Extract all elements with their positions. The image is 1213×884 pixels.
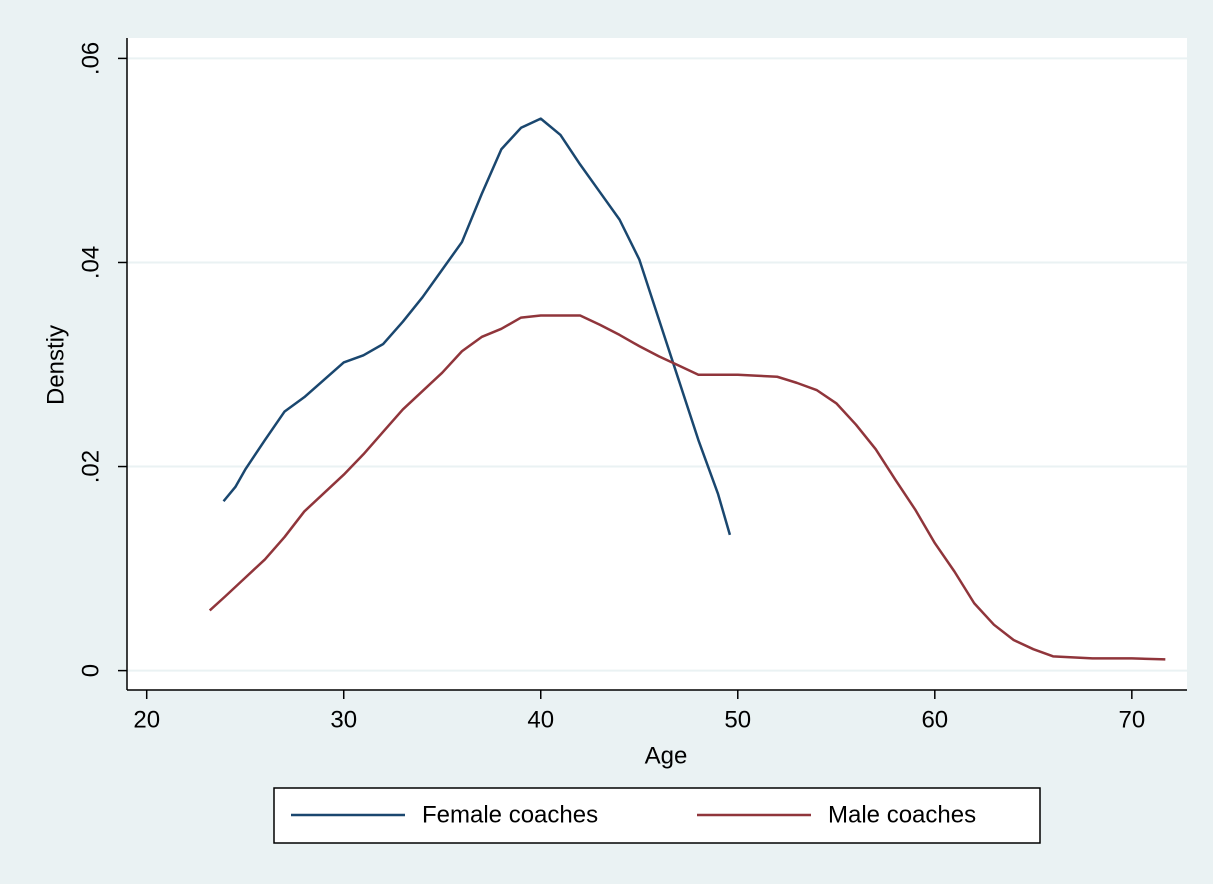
plot-area xyxy=(127,38,1187,690)
x-axis-title: Age xyxy=(645,742,688,769)
x-tick-label: 50 xyxy=(724,706,751,733)
y-axis-title: Denstiy xyxy=(42,325,69,405)
x-tick-label: 40 xyxy=(527,706,554,733)
legend-label: Male coaches xyxy=(828,801,976,828)
legend-label: Female coaches xyxy=(422,801,598,828)
series-line xyxy=(208,314,1166,661)
x-tick-label: 30 xyxy=(330,706,357,733)
x-tick-label: 20 xyxy=(133,706,160,733)
y-tick-label: .04 xyxy=(77,246,104,279)
y-tick-label: .06 xyxy=(77,42,104,75)
y-tick-label: .02 xyxy=(77,450,104,483)
y-tick-label: 0 xyxy=(77,664,104,677)
x-tick-label: 70 xyxy=(1118,706,1145,733)
x-tick-label: 60 xyxy=(921,706,948,733)
series-line xyxy=(222,117,732,536)
